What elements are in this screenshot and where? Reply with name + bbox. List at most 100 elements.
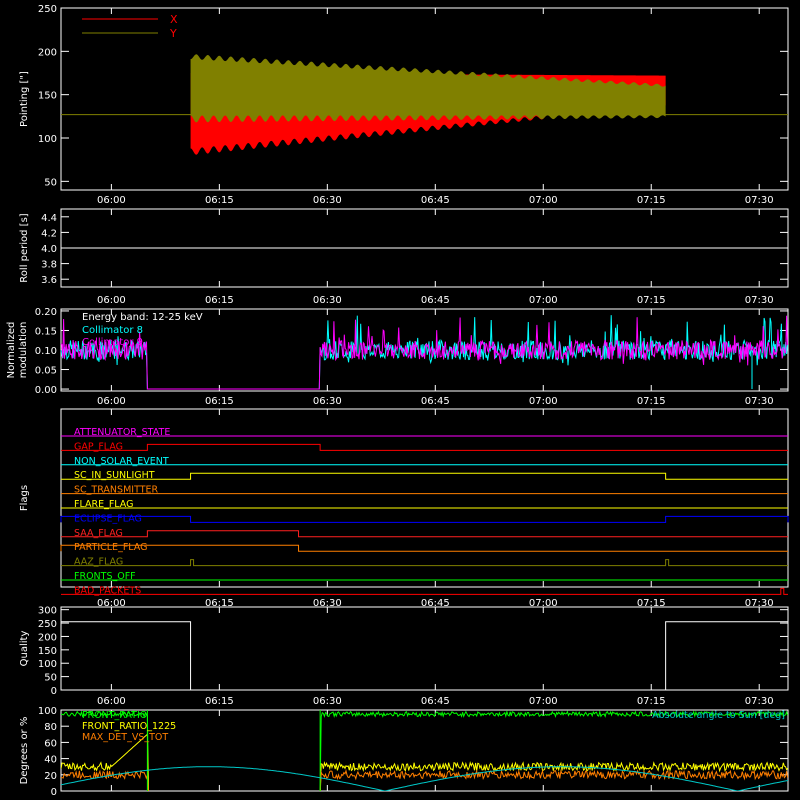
x-tick-label: 06:30 — [313, 696, 342, 707]
flag-label-sc-in-sunlight: SC_IN_SUNLIGHT — [74, 470, 155, 481]
y-tick-label: 100 — [38, 134, 57, 145]
pointing-series-y — [190, 54, 666, 123]
x-tick-label: 06:15 — [205, 295, 234, 306]
y-tick-label: 50 — [44, 177, 57, 188]
legend-front-ratio-1225: FRONT_RATIO_1225 — [82, 721, 176, 732]
x-tick-label: 06:45 — [421, 195, 450, 206]
x-tick-label: 07:30 — [745, 598, 774, 609]
x-tick-label: 07:30 — [745, 696, 774, 707]
y-tick-label: 0 — [51, 787, 57, 798]
y-axis-label: Degrees or % — [19, 717, 30, 785]
x-tick-label: 07:30 — [745, 195, 774, 206]
y-axis-label: Normalized — [6, 322, 17, 379]
x-tick-label: 07:00 — [529, 295, 558, 306]
y-axis-label: Flags — [19, 485, 30, 511]
legend-max-det-vs-tot: MAX_DET_VS_TOT — [82, 732, 168, 743]
y-tick-label: 3.8 — [41, 260, 57, 271]
y-tick-label: 60 — [44, 738, 57, 749]
x-tick-label: 06:15 — [205, 195, 234, 206]
flag-line-gap-flag — [61, 443, 788, 451]
y-tick-label: 150 — [38, 91, 57, 102]
y-tick-label: 40 — [44, 755, 57, 766]
y-axis-label: Pointing ["] — [19, 71, 30, 127]
y-tick-label: 100 — [38, 659, 57, 670]
flag-label-aaz-flag: AAZ_FLAG — [74, 557, 123, 568]
legend-x-label: X — [170, 13, 178, 26]
x-tick-label: 06:00 — [97, 295, 126, 306]
x-tick-label: 07:15 — [637, 598, 666, 609]
x-tick-label: 06:00 — [97, 598, 126, 609]
legend-collimator-8: Collimator 8 — [82, 325, 143, 336]
x-tick-label: 07:15 — [637, 295, 666, 306]
y-tick-label: 0.20 — [35, 307, 57, 318]
y-tick-label: 0.05 — [35, 366, 57, 377]
x-tick-label: 07:15 — [637, 696, 666, 707]
flag-label-flare-flag: FLARE_FLAG — [74, 499, 134, 510]
y-tick-label: 200 — [38, 47, 57, 58]
flag-line-aaz-flag — [61, 559, 788, 567]
x-tick-label: 07:00 — [529, 598, 558, 609]
legend-collimator-9: Collimator 9 — [82, 337, 143, 348]
x-tick-label: 06:15 — [205, 396, 234, 407]
x-tick-label: 06:30 — [313, 295, 342, 306]
modulation-series-collimator-9 — [60, 315, 788, 390]
x-tick-label: 06:45 — [421, 295, 450, 306]
ratios-frame — [60, 709, 789, 792]
flag-line-eclipse-flag — [60, 515, 789, 523]
x-tick-label: 07:00 — [529, 195, 558, 206]
flag-label-sc-transmitter: SC_TRANSMITTER — [74, 485, 159, 496]
ratio-series-sun-angle — [61, 766, 788, 791]
x-tick-label: 06:45 — [421, 696, 450, 707]
y-tick-label: 0.10 — [35, 346, 57, 357]
y-tick-label: 4.2 — [41, 228, 57, 239]
y-tick-label: 250 — [38, 4, 57, 15]
y-tick-label: 4.0 — [41, 244, 57, 255]
flags-frame — [60, 408, 789, 588]
pointing-frame — [60, 7, 789, 191]
flag-label-fronts-off: FRONTS_OFF — [74, 571, 136, 582]
flag-label-bad-packets: BAD_PACKETS — [74, 585, 141, 596]
x-tick-label: 06:00 — [97, 396, 126, 407]
x-tick-label: 07:30 — [745, 396, 774, 407]
y-axis-label: modulation — [18, 322, 29, 379]
x-tick-label: 06:30 — [313, 396, 342, 407]
modulation-annotation: Energy band: 12-25 keV — [82, 312, 203, 323]
y-tick-label: 80 — [44, 722, 57, 733]
legend-y-label: Y — [169, 27, 177, 40]
x-tick-label: 07:15 — [637, 195, 666, 206]
legend-sun-angle: Absolute angle to Sun [deg] — [652, 710, 785, 721]
y-tick-label: 300 — [38, 606, 57, 617]
x-tick-label: 06:00 — [97, 696, 126, 707]
ratio-series-front-ratio — [61, 710, 788, 791]
x-tick-label: 06:15 — [205, 696, 234, 707]
x-tick-label: 06:45 — [421, 396, 450, 407]
flag-label-attenuator-state: ATTENUATOR_STATE — [74, 427, 170, 438]
x-tick-label: 07:15 — [637, 396, 666, 407]
ratios-plot — [61, 710, 788, 791]
y-tick-label: 200 — [38, 632, 57, 643]
y-tick-label: 250 — [38, 619, 57, 630]
flag-line-bad-packets — [61, 587, 788, 595]
x-tick-label: 07:30 — [745, 295, 774, 306]
flag-label-non-solar-event: NON_SOLAR_EVENT — [74, 456, 169, 467]
y-tick-label: 100 — [38, 706, 57, 717]
flag-label-eclipse-flag: ECLIPSE_FLAG — [74, 513, 142, 524]
flag-label-particle-flag: PARTICLE_FLAG — [74, 542, 147, 553]
y-tick-label: 4.4 — [41, 213, 57, 224]
x-tick-label: 06:45 — [421, 598, 450, 609]
y-tick-label: 50 — [44, 673, 57, 684]
x-tick-label: 07:00 — [529, 696, 558, 707]
flag-line-particle-flag — [60, 544, 788, 552]
x-tick-label: 07:00 — [529, 396, 558, 407]
flag-label-saa-flag: SAA_FLAG — [74, 528, 123, 539]
ratio-series-max-det-vs-tot — [61, 768, 788, 791]
flag-line-sc-in-sunlight — [61, 472, 788, 480]
x-tick-label: 06:30 — [313, 195, 342, 206]
flag-label-gap-flag: GAP_FLAG — [74, 441, 123, 452]
ratio-series-front-ratio-1225 — [61, 733, 788, 791]
legend-front-ratio: FRONT_RATIO — [82, 710, 147, 721]
y-tick-label: 0.15 — [35, 326, 57, 337]
x-tick-label: 06:00 — [97, 195, 126, 206]
